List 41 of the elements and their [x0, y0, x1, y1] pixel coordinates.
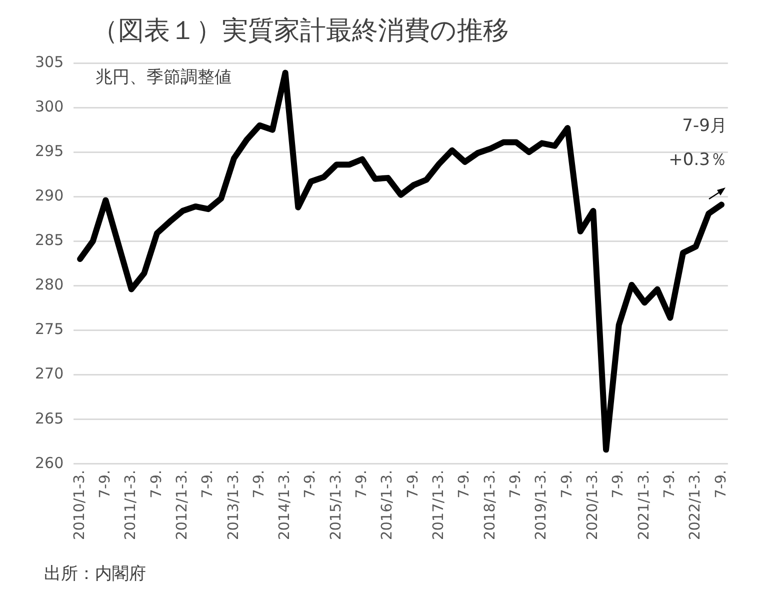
chart-title: （図表１）実質家計最終消費の推移 — [92, 15, 509, 48]
x-tick-label: 2018/1-3. — [482, 470, 498, 540]
x-tick-label: 7-9. — [97, 470, 114, 498]
y-tick-label: 290 — [34, 186, 64, 205]
x-tick-label: 7-9. — [354, 470, 370, 498]
x-tick-label: 2013/1-3. — [226, 470, 242, 540]
x-tick-label: 7-9. — [559, 470, 576, 498]
x-tick-label: 7-9. — [302, 470, 319, 498]
x-tick-label: 2012/1-3. — [174, 470, 190, 540]
x-tick-label: 7-9. — [200, 470, 216, 498]
x-tick-label: 2015/1-3. — [328, 470, 344, 540]
y-tick-label: 265 — [34, 409, 64, 428]
annotation: +0.3％ — [668, 150, 727, 170]
x-tick-label: 2019/1-3. — [534, 470, 550, 540]
x-tick-label: 2022/1-3. — [688, 470, 704, 540]
x-tick-label: 7-9. — [508, 470, 524, 498]
x-tick-label: 2014/1-3. — [277, 470, 294, 540]
y-tick-label: 260 — [34, 454, 64, 472]
y-tick-label: 300 — [34, 97, 64, 116]
x-tick-label: 2021/1-3. — [636, 470, 652, 540]
x-tick-label: 7-9. — [713, 470, 730, 498]
x-tick-label: 7-9. — [148, 470, 165, 498]
x-tick-label: 7-9. — [610, 470, 627, 498]
annotation: 兆円、季節調整値 — [96, 67, 232, 88]
x-tick-label: 2016/1-3. — [380, 470, 396, 540]
x-tick-label: 7-9. — [405, 470, 422, 498]
y-tick-label: 305 — [34, 52, 64, 71]
x-tick-label: 7-9. — [251, 470, 268, 498]
y-tick-label: 275 — [34, 320, 64, 338]
x-tick-label: 7-9. — [456, 470, 473, 498]
y-tick-label: 285 — [34, 231, 64, 250]
text: 出所：内閣府 — [44, 563, 146, 585]
y-tick-label: 295 — [34, 142, 64, 160]
x-tick-label: 2010/1-3. — [72, 470, 88, 540]
annotation: 7-9月 — [682, 116, 727, 136]
y-tick-label: 270 — [34, 364, 64, 383]
y-tick-label: 280 — [34, 276, 64, 294]
x-tick-label: 2017/1-3. — [431, 470, 448, 540]
x-tick-label: 7-9. — [662, 470, 678, 498]
x-tick-label: 2020/1-3. — [584, 470, 601, 540]
x-tick-label: 2011/1-3. — [123, 470, 140, 540]
